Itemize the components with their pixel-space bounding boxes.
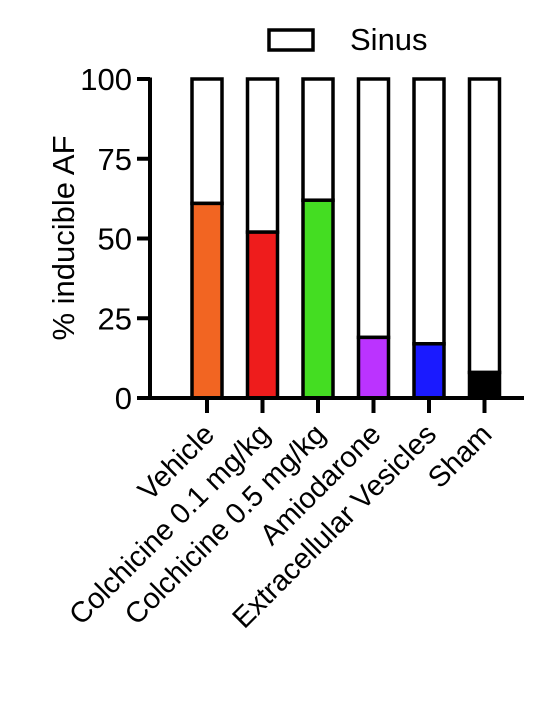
bar-af-0 <box>190 201 224 400</box>
bar-sinus-1 <box>245 77 280 234</box>
bar-sinus-3 <box>356 77 391 340</box>
y-tick-label: 0 <box>115 381 132 416</box>
bar-af-3 <box>356 335 391 400</box>
y-axis-label: % inducible AF <box>46 135 81 340</box>
bar-af-4 <box>412 342 446 400</box>
y-tick-label: 50 <box>98 222 132 257</box>
legend: Sinus <box>267 22 428 57</box>
bar-af-2 <box>301 198 335 400</box>
y-axis: 0 25 50 75 100 <box>80 62 152 416</box>
bar-sinus-4 <box>412 77 446 346</box>
bar-sinus-0 <box>190 77 224 206</box>
bar-sinus-2 <box>301 77 335 202</box>
x-tick-label: Sham <box>422 418 498 494</box>
bar-af-1 <box>245 230 280 400</box>
y-tick-label: 100 <box>80 62 132 97</box>
legend-label-sinus: Sinus <box>350 22 428 57</box>
bar-sinus-5 <box>467 77 502 375</box>
y-tick-label: 25 <box>98 301 132 336</box>
legend-swatch-sinus <box>267 28 315 52</box>
bars <box>190 77 502 400</box>
y-tick-label: 75 <box>98 142 132 177</box>
bar-af-5 <box>467 370 502 400</box>
